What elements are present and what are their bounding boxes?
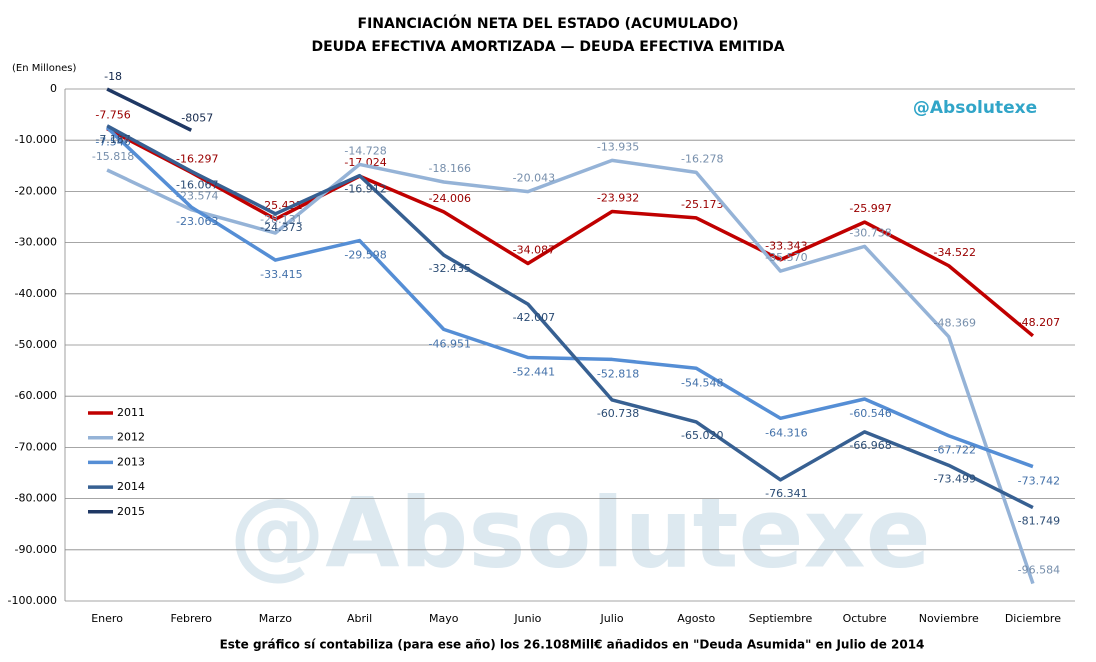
data-label: -73.742 xyxy=(1018,475,1060,488)
data-label: -7.546 xyxy=(95,136,130,149)
data-label: -46.951 xyxy=(429,337,471,350)
data-label: -96.584 xyxy=(1018,564,1060,577)
y-tick-label: 0 xyxy=(50,82,57,95)
data-label: -16.297 xyxy=(176,152,218,165)
x-tick-label: Abril xyxy=(347,612,372,625)
y-tick-label: -90.000 xyxy=(15,543,57,556)
data-label: -13.935 xyxy=(597,140,639,153)
series-line xyxy=(106,124,1034,510)
data-label: -20.043 xyxy=(513,172,555,185)
data-label: -76.341 xyxy=(765,487,807,500)
x-tick-label: Agosto xyxy=(677,612,715,625)
legend-label: 2013 xyxy=(117,455,145,468)
data-label: -16.912 xyxy=(344,183,386,196)
y-axis-label: (En Millones) xyxy=(12,63,77,74)
data-label: -15.818 xyxy=(92,150,134,163)
brand: @Absolutexe xyxy=(913,98,1037,118)
data-label: -66.968 xyxy=(849,439,891,452)
x-tick-label: Febrero xyxy=(170,612,212,625)
data-label: -60.546 xyxy=(849,407,891,420)
data-label: -33.343 xyxy=(765,240,807,253)
watermark: @Absolutexe xyxy=(229,477,930,589)
footnote: Este gráfico sí contabiliza (para ese añ… xyxy=(220,638,925,652)
y-tick-label: -20.000 xyxy=(15,184,57,197)
x-tick-label: Octubre xyxy=(843,612,887,625)
data-label: -52.818 xyxy=(597,367,639,380)
data-label: -73.499 xyxy=(934,472,976,485)
y-tick-label: -100.000 xyxy=(8,594,57,607)
data-label: -52.441 xyxy=(513,365,555,378)
x-tick-label: Julio xyxy=(600,612,624,625)
data-label: -18 xyxy=(104,70,122,83)
data-label: -7.756 xyxy=(95,109,130,122)
data-label: -23.574 xyxy=(176,190,218,203)
series-line xyxy=(105,126,1034,469)
data-label: -64.316 xyxy=(765,426,807,439)
data-label: -24.006 xyxy=(429,192,471,205)
data-label: -48.207 xyxy=(1018,316,1060,329)
series-line xyxy=(106,87,193,132)
data-label: -60.738 xyxy=(597,407,639,420)
data-label: -18.166 xyxy=(429,162,471,175)
y-tick-label: -50.000 xyxy=(15,338,57,351)
series-line xyxy=(106,158,1035,585)
y-tick-label: -40.000 xyxy=(15,287,57,300)
x-tick-label: Marzo xyxy=(259,612,293,625)
data-label: -54.548 xyxy=(681,376,723,389)
x-tick-label: Noviembre xyxy=(919,612,979,625)
y-tick-label: -60.000 xyxy=(15,389,57,402)
x-tick-label: Septiembre xyxy=(749,612,813,625)
data-label: -25.173 xyxy=(681,198,723,211)
x-tick-label: Enero xyxy=(91,612,123,625)
data-label: -28.131 xyxy=(260,213,302,226)
x-tick-label: Junio xyxy=(513,612,541,625)
data-label: -33.415 xyxy=(260,268,302,281)
data-label: -16.278 xyxy=(681,152,723,165)
data-label: -42.007 xyxy=(513,311,555,324)
y-tick-label: -70.000 xyxy=(15,440,57,453)
data-label: -35.570 xyxy=(765,251,807,264)
x-tick-label: Diciembre xyxy=(1005,612,1061,625)
data-label: -23.063 xyxy=(176,215,218,228)
y-tick-label: -80.000 xyxy=(15,492,57,505)
data-label: -7.187 xyxy=(95,133,130,146)
data-label: -48.369 xyxy=(934,317,976,330)
data-label: -34.087 xyxy=(513,244,555,257)
data-label: -34.522 xyxy=(934,246,976,259)
data-label: -29.598 xyxy=(344,249,386,262)
legend-label: 2011 xyxy=(117,406,145,419)
legend-label: 2012 xyxy=(117,431,145,444)
data-label: -14.728 xyxy=(344,144,386,157)
data-label: -8057 xyxy=(181,111,213,124)
y-tick-label: -30.000 xyxy=(15,236,57,249)
data-label: -25.997 xyxy=(849,202,891,215)
data-label: -67.722 xyxy=(934,444,976,457)
data-label: -30.738 xyxy=(849,226,891,239)
chart-title: FINANCIACIÓN NETA DEL ESTADO (ACUMULADO) xyxy=(358,14,739,32)
data-label: -81.749 xyxy=(1018,515,1060,528)
legend-label: 2014 xyxy=(117,480,145,493)
legend-label: 2015 xyxy=(117,505,145,518)
data-label: -23.932 xyxy=(597,192,639,205)
data-label: -17.024 xyxy=(344,156,386,169)
data-label: -24.373 xyxy=(260,221,302,234)
data-label: -32.435 xyxy=(429,262,471,275)
chart-subtitle: DEUDA EFECTIVA AMORTIZADA — DEUDA EFECTI… xyxy=(311,39,784,55)
data-label: -65.020 xyxy=(681,429,723,442)
y-tick-label: -10.000 xyxy=(15,133,57,146)
data-label: -25.421 xyxy=(260,199,302,212)
data-label: -16.067 xyxy=(176,178,218,191)
series-line xyxy=(106,127,1035,338)
x-tick-label: Mayo xyxy=(429,612,459,625)
